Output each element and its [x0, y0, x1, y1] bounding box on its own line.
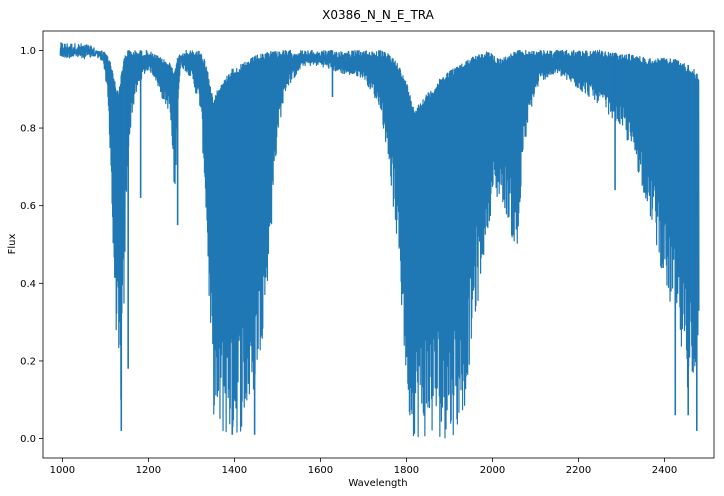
chart-title: X0386_N_N_E_TRA	[322, 8, 434, 22]
y-tick-label: 0.2	[20, 356, 36, 367]
y-tick-label: 0.8	[20, 124, 36, 135]
x-tick-label: 2400	[652, 465, 677, 476]
x-tick-label: 1800	[394, 465, 419, 476]
y-axis-label: Flux	[7, 234, 18, 255]
x-tick-label: 1200	[136, 465, 161, 476]
x-axis-label: Wavelength	[348, 478, 407, 489]
x-tick-label: 1600	[308, 465, 333, 476]
y-tick-label: 0.4	[20, 279, 36, 290]
y-tick-label: 0.6	[20, 201, 36, 212]
y-tick-label: 0.0	[20, 434, 36, 445]
y-tick-label: 1.0	[20, 46, 36, 57]
x-tick-label: 1000	[50, 465, 75, 476]
x-tick-label: 1400	[222, 465, 247, 476]
x-tick-label: 2000	[480, 465, 505, 476]
x-tick-label: 2200	[566, 465, 591, 476]
